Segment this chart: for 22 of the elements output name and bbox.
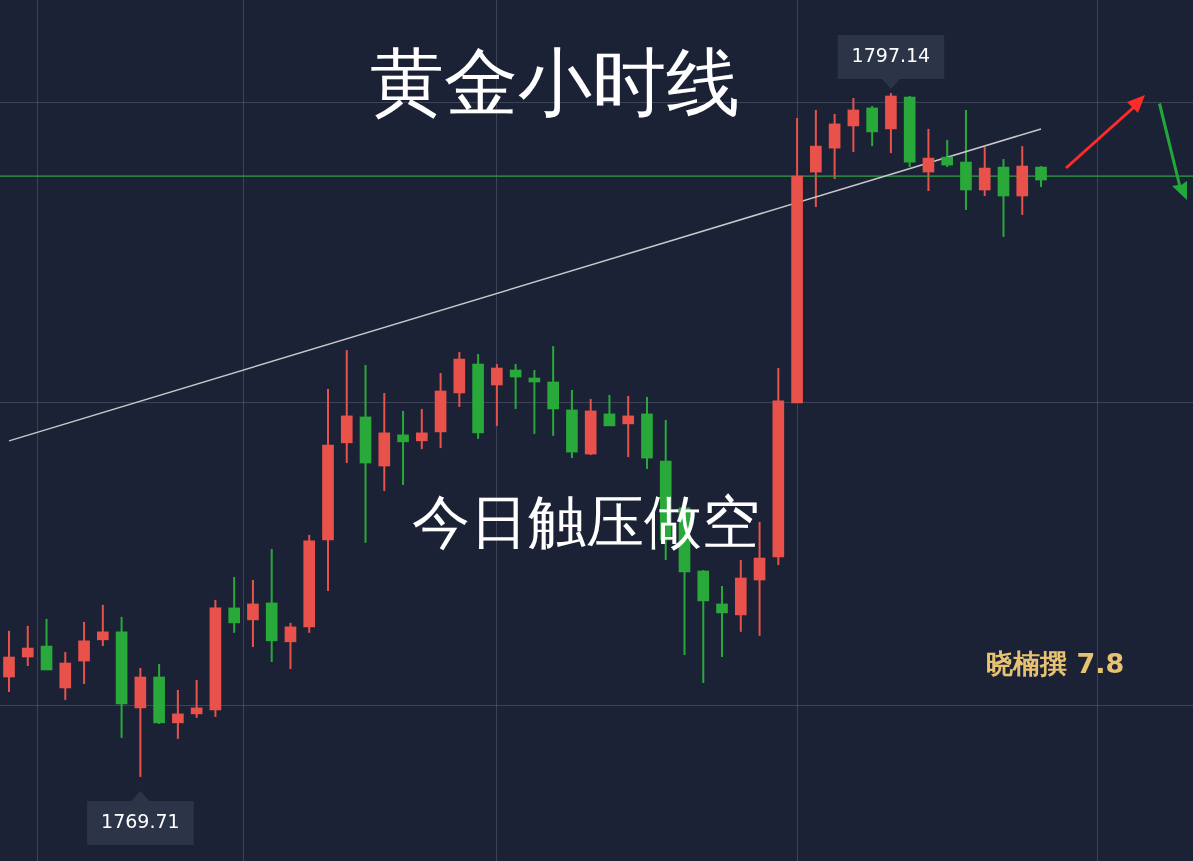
candlestick [247, 578, 259, 649]
candlestick [978, 146, 991, 197]
candlestick [284, 621, 297, 670]
candlestick [622, 394, 635, 459]
candlestick [397, 409, 409, 486]
candlestick [922, 127, 935, 192]
candlestick [603, 393, 616, 427]
candlestick [415, 407, 428, 451]
candlestick [172, 688, 184, 740]
text: 黄金小时线 [370, 38, 740, 127]
candlestick [941, 138, 954, 169]
candlestick [21, 624, 34, 668]
annotation: 晓楠撰 7.8 [986, 648, 1125, 681]
annotation: 1769.71 [101, 809, 180, 832]
candlestick [97, 603, 109, 648]
candlestick [847, 96, 860, 154]
candlestick [78, 620, 90, 685]
candlestick [3, 629, 15, 693]
candlestick [716, 584, 728, 659]
candlestick [228, 575, 240, 634]
annotation: 1797.14 [851, 43, 931, 66]
candlestick [491, 363, 503, 427]
